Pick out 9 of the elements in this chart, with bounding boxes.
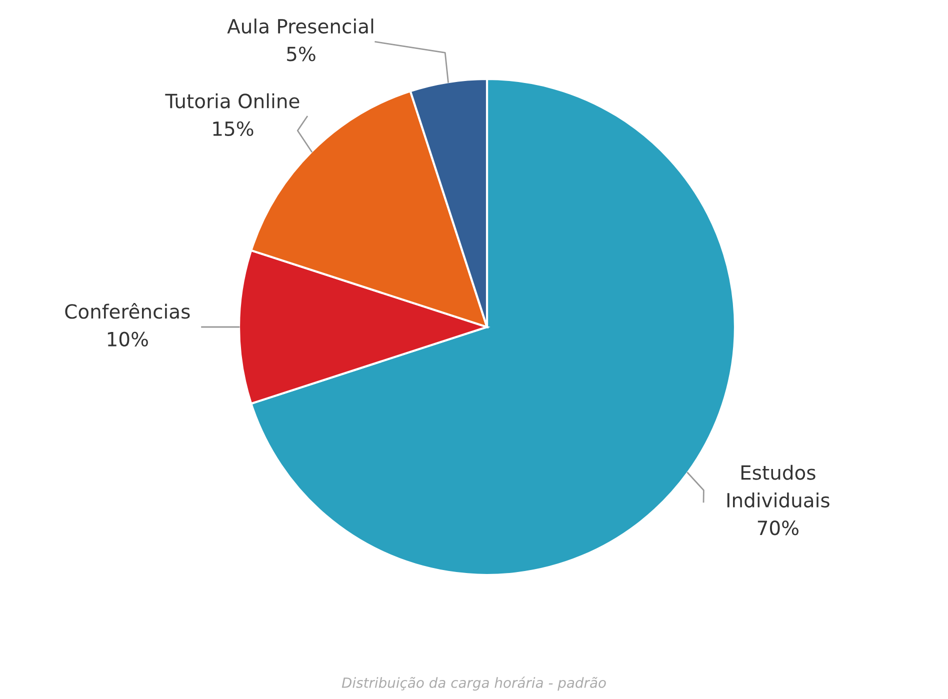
data-label: 70% [758,520,798,536]
slice-label: Estudos Individuais [727,464,830,508]
slice-label: Conferências [65,302,190,319]
text: Distribuição da carga horária - padrão [342,676,606,691]
data-label: 5% [287,46,316,62]
slice-label: Aula Presencial [227,18,374,34]
data-label: 15% [213,121,254,136]
slice-label: Tutoria Online [165,93,300,108]
data-label: 10% [108,332,148,346]
